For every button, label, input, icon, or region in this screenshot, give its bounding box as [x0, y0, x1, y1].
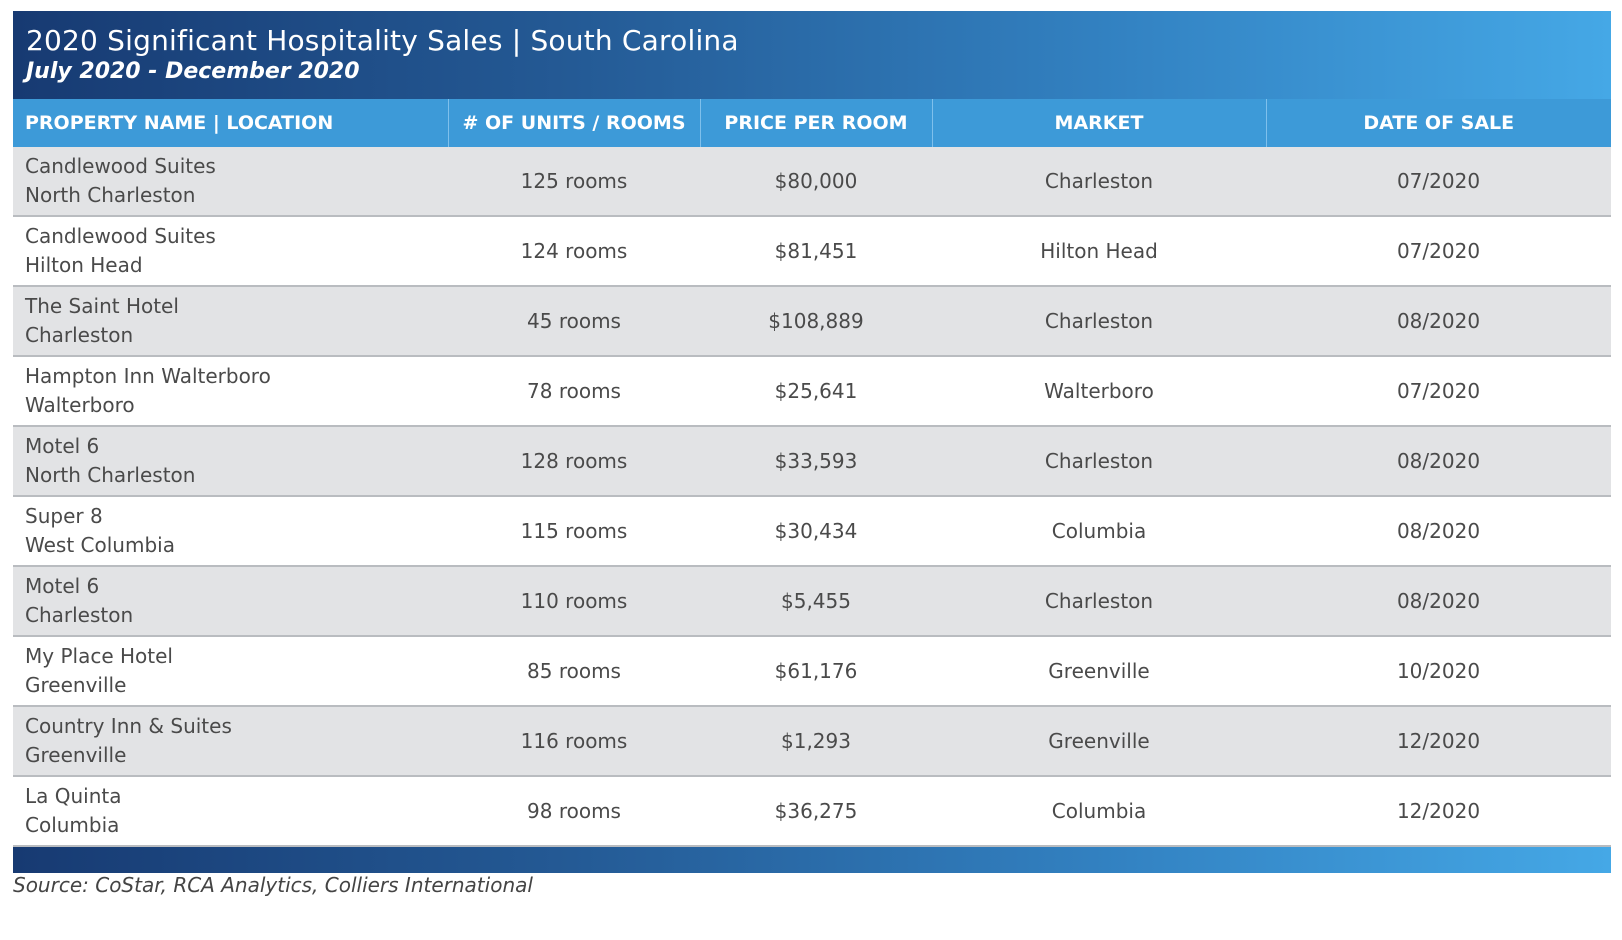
price-cell: $5,455	[700, 566, 932, 637]
price-cell: $80,000	[700, 147, 932, 217]
property-cell: Super 8 West Columbia	[13, 496, 448, 567]
property-name: Candlewood Suites	[25, 154, 216, 178]
price-cell: $1,293	[700, 706, 932, 777]
price-cell: $33,593	[700, 426, 932, 497]
market-cell: Charleston	[932, 286, 1266, 357]
market-cell: Greenville	[932, 706, 1266, 777]
table-body: Candlewood Suites North Charleston 125 roo…	[13, 147, 1611, 847]
units-cell: 78 rooms	[448, 356, 700, 427]
column-header-date: DATE OF SALE	[1266, 99, 1611, 147]
column-header-units: # OF UNITS / ROOMS	[448, 99, 701, 147]
table-row: Country Inn & Suites Greenville 116 rooms $…	[13, 706, 1611, 777]
property-location: Greenville	[25, 673, 127, 697]
units-cell: 98 rooms	[448, 776, 700, 847]
bottom-accent-bar	[13, 847, 1611, 873]
table-row: My Place Hotel Greenville 85 rooms $61,176 G…	[13, 636, 1611, 707]
property-location: West Columbia	[25, 533, 175, 557]
column-header-price: PRICE PER ROOM	[700, 99, 933, 147]
date-cell: 10/2020	[1266, 636, 1611, 707]
property-location: North Charleston	[25, 463, 196, 487]
market-cell: Walterboro	[932, 356, 1266, 427]
date-cell: 12/2020	[1266, 706, 1611, 777]
units-cell: 128 rooms	[448, 426, 700, 497]
units-cell: 85 rooms	[448, 636, 700, 707]
column-header-property: PROPERTY NAME | LOCATION	[13, 99, 449, 147]
property-location: North Charleston	[25, 183, 196, 207]
property-name: My Place Hotel	[25, 644, 173, 668]
date-cell: 08/2020	[1266, 286, 1611, 357]
table-row: The Saint Hotel Charleston 45 rooms $108,88…	[13, 286, 1611, 357]
property-cell: Hampton Inn Walterboro Walterboro	[13, 356, 448, 427]
price-cell: $30,434	[700, 496, 932, 567]
market-cell: Charleston	[932, 566, 1266, 637]
date-cell: 08/2020	[1266, 426, 1611, 497]
table-title: 2020 Significant Hospitality Sales | Sou…	[26, 24, 739, 57]
market-cell: Charleston	[932, 426, 1266, 497]
property-cell: Motel 6 North Charleston	[13, 426, 448, 497]
property-name: La Quinta	[25, 784, 122, 808]
property-name: Candlewood Suites	[25, 224, 216, 248]
market-cell: Greenville	[932, 636, 1266, 707]
date-cell: 08/2020	[1266, 566, 1611, 637]
property-location: Charleston	[25, 603, 134, 627]
property-location: Walterboro	[25, 393, 135, 417]
market-cell: Charleston	[932, 147, 1266, 217]
table-row: Motel 6 Charleston 110 rooms $5,455 Charlest…	[13, 566, 1611, 637]
date-cell: 07/2020	[1266, 147, 1611, 217]
units-cell: 124 rooms	[448, 216, 700, 287]
sales-table: PROPERTY NAME | LOCATION # OF UNITS / RO…	[13, 99, 1611, 847]
property-cell: My Place Hotel Greenville	[13, 636, 448, 707]
property-name: Motel 6	[25, 574, 100, 598]
units-cell: 45 rooms	[448, 286, 700, 357]
table-row: Motel 6 North Charleston 128 rooms $33,593 C…	[13, 426, 1611, 497]
property-name: Hampton Inn Walterboro	[25, 364, 271, 388]
price-cell: $36,275	[700, 776, 932, 847]
table-row: Hampton Inn Walterboro Walterboro 78 rooms…	[13, 356, 1611, 427]
title-bar: 2020 Significant Hospitality Sales | Sou…	[13, 11, 1611, 99]
market-cell: Hilton Head	[932, 216, 1266, 287]
table-row: La Quinta Columbia 98 rooms $36,275 Columbia…	[13, 776, 1611, 847]
source-note: Source: CoStar, RCA Analytics, Colliers …	[13, 873, 533, 897]
property-cell: Candlewood Suites Hilton Head	[13, 216, 448, 287]
property-location: Columbia	[25, 813, 120, 837]
property-cell: The Saint Hotel Charleston	[13, 286, 448, 357]
date-cell: 07/2020	[1266, 216, 1611, 287]
table-row: Candlewood Suites Hilton Head 124 rooms $81…	[13, 216, 1611, 287]
price-cell: $81,451	[700, 216, 932, 287]
price-cell: $108,889	[700, 286, 932, 357]
table-row: Super 8 West Columbia 115 rooms $30,434 Colu…	[13, 496, 1611, 567]
property-name: Country Inn & Suites	[25, 714, 232, 738]
date-cell: 07/2020	[1266, 356, 1611, 427]
property-cell: Motel 6 Charleston	[13, 566, 448, 637]
units-cell: 116 rooms	[448, 706, 700, 777]
property-location: Charleston	[25, 323, 134, 347]
property-cell: Country Inn & Suites Greenville	[13, 706, 448, 777]
property-location: Hilton Head	[25, 253, 143, 277]
units-cell: 110 rooms	[448, 566, 700, 637]
market-cell: Columbia	[932, 496, 1266, 567]
sales-table-panel: 2020 Significant Hospitality Sales | Sou…	[13, 11, 1611, 873]
property-cell: La Quinta Columbia	[13, 776, 448, 847]
price-cell: $61,176	[700, 636, 932, 707]
market-cell: Columbia	[932, 776, 1266, 847]
units-cell: 125 rooms	[448, 147, 700, 217]
property-name: Motel 6	[25, 434, 100, 458]
price-cell: $25,641	[700, 356, 932, 427]
header-row: PROPERTY NAME | LOCATION # OF UNITS / RO…	[13, 99, 1611, 147]
table-row: Candlewood Suites North Charleston 125 roo…	[13, 147, 1611, 217]
units-cell: 115 rooms	[448, 496, 700, 567]
date-cell: 12/2020	[1266, 776, 1611, 847]
table-subtitle: July 2020 - December 2020	[26, 59, 360, 84]
property-cell: Candlewood Suites North Charleston	[13, 147, 448, 217]
property-location: Greenville	[25, 743, 127, 767]
date-cell: 08/2020	[1266, 496, 1611, 567]
property-name: Super 8	[25, 504, 103, 528]
column-header-market: MARKET	[932, 99, 1267, 147]
property-name: The Saint Hotel	[25, 294, 179, 318]
